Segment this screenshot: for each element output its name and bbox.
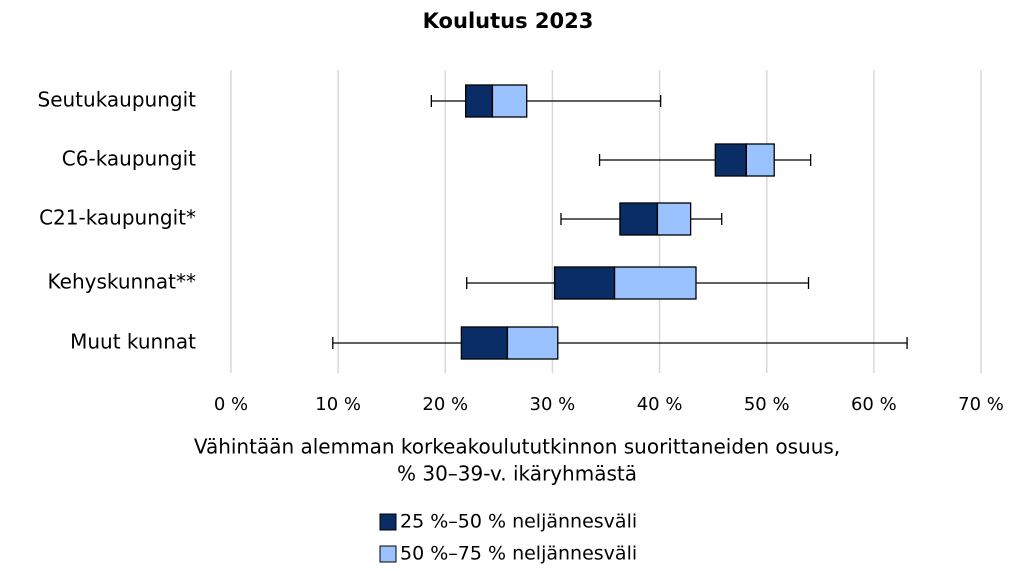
category-label: Muut kunnat: [70, 330, 196, 354]
x-tick-label: 0 %: [214, 394, 248, 415]
category-label: C6-kaupungit: [62, 147, 196, 171]
x-tick-label: 60 %: [851, 394, 897, 415]
box-lower: [714, 143, 748, 177]
x-tick-label: 10 %: [315, 394, 361, 415]
x-axis-label: % 30–39-v. ikäryhmästä: [397, 462, 637, 486]
x-tick-label: 40 %: [637, 394, 683, 415]
box-lower: [553, 266, 616, 300]
box-upper: [656, 202, 692, 236]
legend-swatch: [379, 513, 397, 531]
box-upper: [491, 84, 528, 118]
x-axis-label: Vähintään alemman korkeakoulututkinnon s…: [194, 435, 840, 459]
category-label: Kehyskunnat**: [48, 270, 196, 294]
x-tick-label: 50 %: [744, 394, 790, 415]
box-upper: [613, 266, 697, 300]
x-tick-label: 20 %: [422, 394, 468, 415]
box-lower: [619, 202, 659, 236]
legend-swatch: [379, 545, 397, 563]
x-tick-label: 30 %: [530, 394, 576, 415]
category-label: C21-kaupungit*: [39, 206, 196, 230]
legend-label: 50 %–75 % neljännesväli: [400, 543, 637, 565]
box-lower: [460, 326, 509, 360]
box-upper: [506, 326, 559, 360]
box-upper: [745, 143, 775, 177]
box-lower: [464, 84, 494, 118]
chart-title: Koulutus 2023: [423, 9, 594, 33]
category-label: Seutukaupungit: [38, 88, 197, 112]
x-tick-label: 70 %: [958, 394, 1004, 415]
legend-label: 25 %–50 % neljännesväli: [400, 511, 637, 533]
